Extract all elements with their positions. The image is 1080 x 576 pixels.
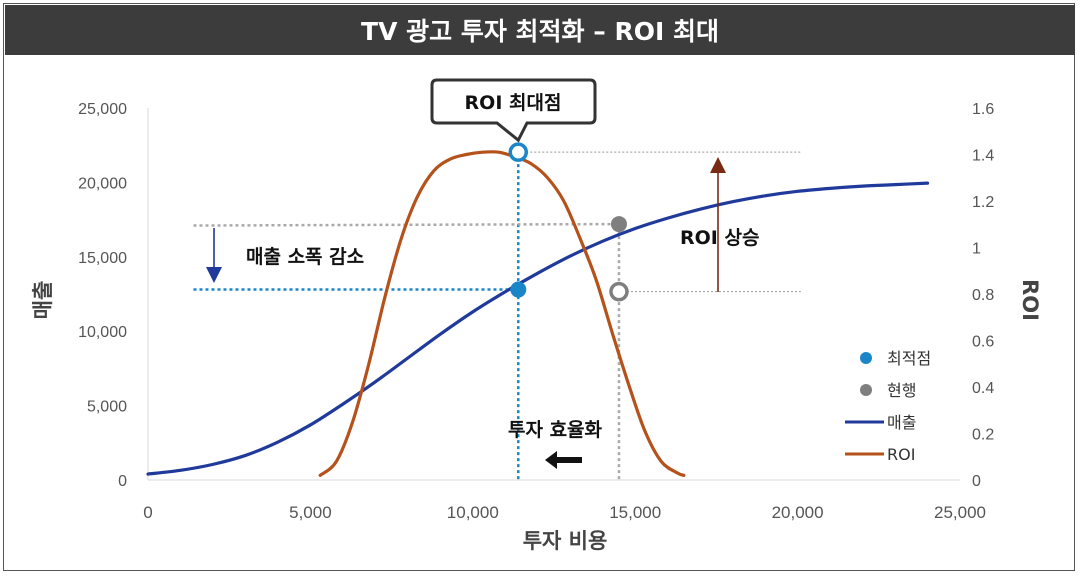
optimum-sales-point	[510, 281, 527, 298]
roi-series-line	[318, 150, 686, 477]
efficiency-label: 투자 효율화	[508, 419, 603, 441]
legend-marker	[860, 384, 872, 396]
legend-label: 최적점	[887, 349, 931, 368]
optimum-roi-point	[508, 142, 529, 162]
y2-tick-label: 0.4	[972, 380, 994, 397]
y2-axis-title: ROI	[1018, 279, 1042, 321]
y-axis-title: 매출	[31, 281, 55, 320]
current-sales-point	[610, 216, 627, 233]
y2-tick-label: 1.2	[972, 194, 994, 211]
chart-title: TV 광고 투자 최적화 – ROI 최대	[361, 17, 719, 46]
y2-tick-label: 1.4	[972, 148, 994, 165]
x-tick-label: 5,000	[289, 503, 332, 522]
callout-box	[430, 78, 597, 143]
current-roi-point	[609, 281, 629, 302]
sales-series-line	[146, 181, 930, 476]
y2-tick-label: 1	[972, 241, 981, 258]
sales-decrease-label: 매출 소폭 감소	[246, 246, 364, 268]
legend-marker	[860, 352, 872, 364]
y-tick-label: 25,000	[78, 101, 127, 118]
y2-tick-label: 0.8	[972, 287, 994, 304]
x-tick-label: 20,000	[772, 503, 824, 522]
y2-tick-label: 0	[972, 473, 981, 490]
callout-text: ROI 최대점	[465, 92, 562, 114]
x-tick-label: 15,000	[609, 503, 661, 522]
legend-label: 매출	[887, 413, 916, 432]
legend-label: 현행	[887, 381, 916, 400]
y2-tick-label: 0.6	[972, 334, 994, 351]
x-tick-label: 0	[143, 503, 152, 522]
y2-tick-label: 0.2	[972, 427, 994, 444]
x-tick-label: 25,000	[934, 503, 986, 522]
y-tick-label: 10,000	[78, 324, 127, 341]
y-tick-label: 0	[118, 473, 127, 490]
roi-increase-label: ROI 상승	[680, 227, 759, 249]
y-tick-label: 15,000	[78, 250, 127, 267]
chart-frame	[3, 3, 1075, 571]
y-tick-label: 20,000	[78, 175, 127, 192]
left-arrow-icon	[545, 451, 582, 469]
title-bar: TV 광고 투자 최적화 – ROI 최대	[5, 5, 1075, 55]
x-tick-label: 10,000	[447, 503, 499, 522]
legend-label: ROI	[887, 445, 915, 464]
x-axis-title: 투자 비용	[523, 529, 608, 553]
y-tick-label: 5,000	[87, 399, 127, 416]
y2-tick-label: 1.6	[972, 101, 994, 118]
